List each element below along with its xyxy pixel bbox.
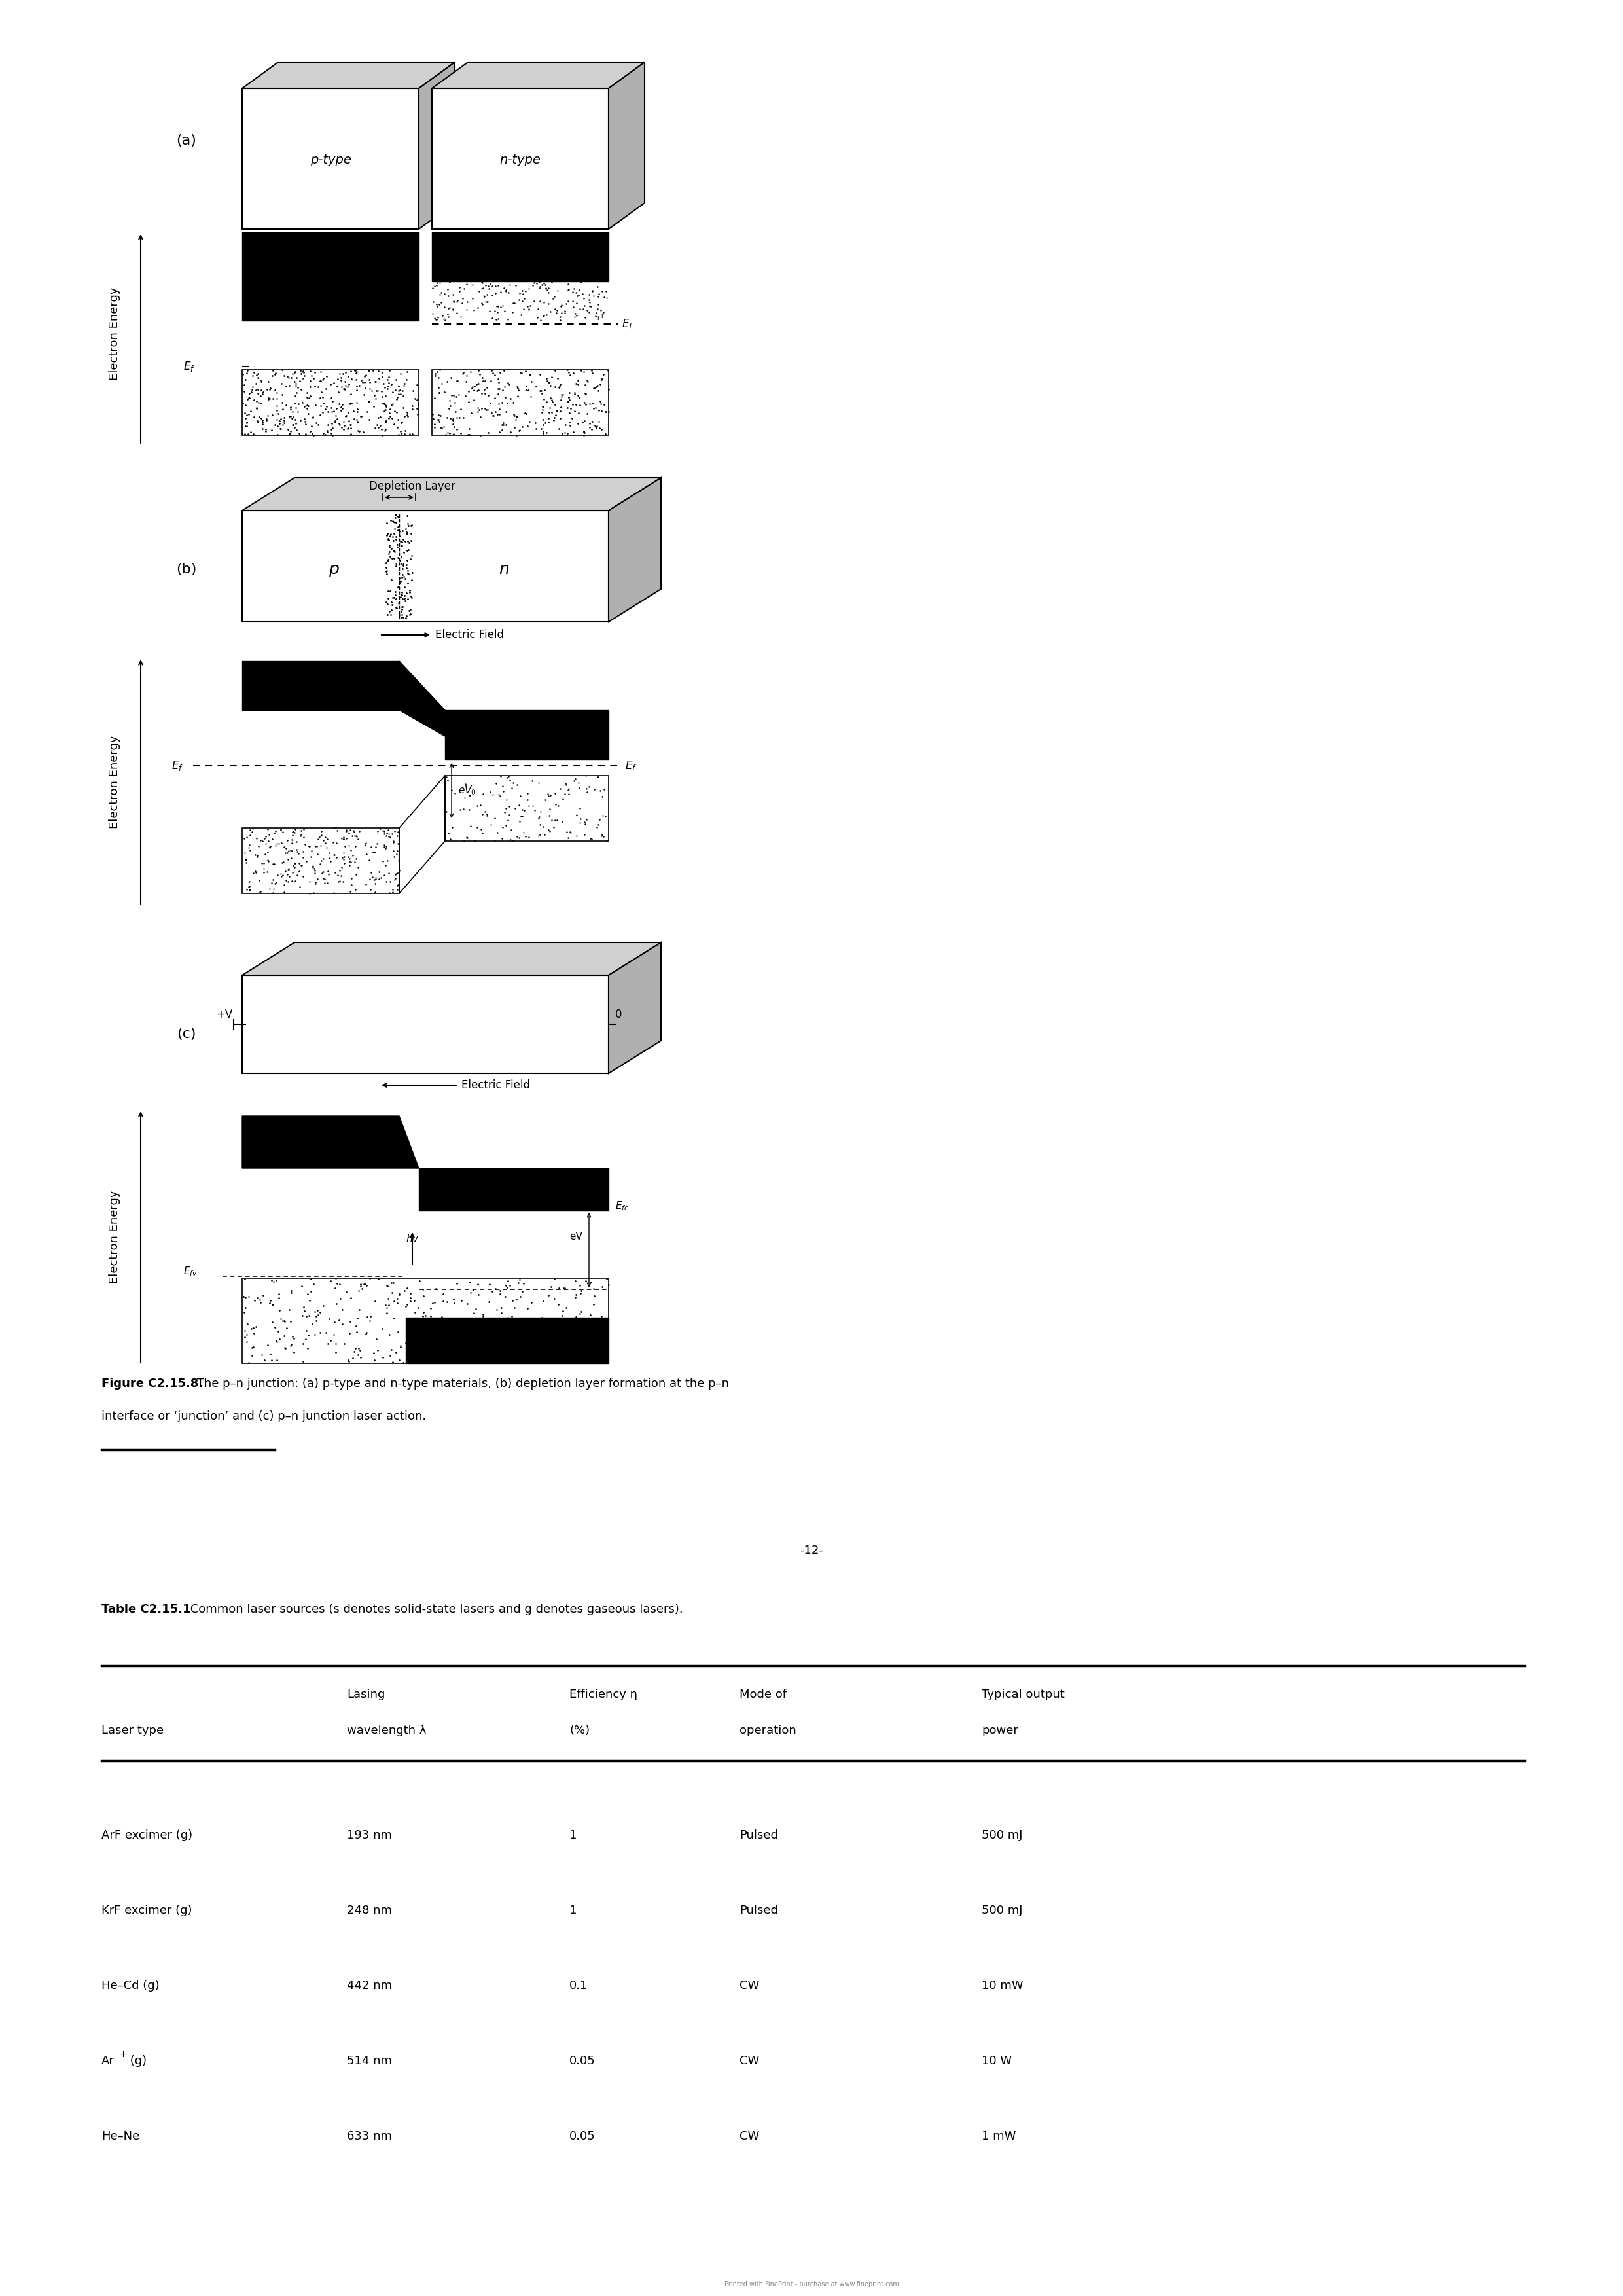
- Text: Printed with FinePrint - purchase at www.fineprint.com: Printed with FinePrint - purchase at www…: [724, 2280, 899, 2287]
- Text: 10 W: 10 W: [982, 2055, 1011, 2066]
- Text: CW: CW: [740, 2055, 760, 2066]
- Text: Figure C2.15.8.: Figure C2.15.8.: [101, 1378, 203, 1389]
- Polygon shape: [609, 478, 661, 622]
- Text: +V: +V: [216, 1008, 232, 1019]
- Text: Electric Field: Electric Field: [461, 1079, 531, 1091]
- Text: Depletion Layer: Depletion Layer: [368, 480, 456, 491]
- Text: 0: 0: [615, 1008, 622, 1019]
- Text: Lasing: Lasing: [347, 1688, 385, 1701]
- Text: eV: eV: [570, 1233, 583, 1242]
- Text: interface or ‘junction’ and (c) p–n junction laser action.: interface or ‘junction’ and (c) p–n junc…: [101, 1410, 427, 1421]
- Text: n: n: [498, 563, 510, 576]
- Text: Efficiency η: Efficiency η: [570, 1688, 638, 1701]
- Text: Electron Energy: Electron Energy: [109, 735, 120, 829]
- Text: $E_f$: $E_f$: [622, 317, 633, 331]
- Text: Ar: Ar: [101, 2055, 115, 2066]
- Text: The p–n junction: (a) p-type and n-type materials, (b) depletion layer formation: The p–n junction: (a) p-type and n-type …: [193, 1378, 729, 1389]
- Polygon shape: [242, 232, 419, 321]
- Text: Pulsed: Pulsed: [740, 1906, 777, 1917]
- Text: Mode of: Mode of: [740, 1688, 787, 1701]
- Text: 193 nm: 193 nm: [347, 1830, 393, 1841]
- Polygon shape: [242, 62, 454, 87]
- Text: Laser type: Laser type: [101, 1724, 164, 1736]
- Polygon shape: [242, 1116, 419, 1169]
- Text: operation: operation: [740, 1724, 797, 1736]
- Text: 10 mW: 10 mW: [982, 1979, 1022, 1991]
- Text: (b): (b): [177, 563, 196, 576]
- Polygon shape: [419, 62, 454, 230]
- Text: Electric Field: Electric Field: [435, 629, 503, 641]
- Text: wavelength λ: wavelength λ: [347, 1724, 427, 1736]
- Text: 1: 1: [570, 1906, 576, 1917]
- Text: 248 nm: 248 nm: [347, 1906, 393, 1917]
- Text: (a): (a): [177, 133, 196, 147]
- Text: p-type: p-type: [310, 154, 351, 168]
- Text: Common laser sources (s denotes solid-state lasers and g denotes gaseous lasers): Common laser sources (s denotes solid-st…: [187, 1603, 683, 1616]
- Text: 500 mJ: 500 mJ: [982, 1906, 1022, 1917]
- Text: $E_{fc}$: $E_{fc}$: [615, 1201, 630, 1212]
- Text: $E_f$: $E_f$: [625, 760, 636, 771]
- Polygon shape: [242, 510, 609, 622]
- Text: (c): (c): [177, 1029, 196, 1040]
- Text: Electron Energy: Electron Energy: [109, 287, 120, 381]
- Text: 500 mJ: 500 mJ: [982, 1830, 1022, 1841]
- Text: CW: CW: [740, 2131, 760, 2142]
- Text: 514 nm: 514 nm: [347, 2055, 393, 2066]
- Text: He–Ne: He–Ne: [101, 2131, 140, 2142]
- Text: Electron Energy: Electron Energy: [109, 1189, 120, 1283]
- Text: +: +: [120, 2050, 127, 2060]
- Text: 442 nm: 442 nm: [347, 1979, 393, 1991]
- Text: Pulsed: Pulsed: [740, 1830, 777, 1841]
- Polygon shape: [242, 661, 399, 709]
- Text: Typical output: Typical output: [982, 1688, 1065, 1701]
- Polygon shape: [242, 976, 609, 1075]
- Polygon shape: [242, 478, 661, 510]
- Text: $eV_0$: $eV_0$: [458, 785, 477, 797]
- Polygon shape: [242, 941, 661, 976]
- Text: 0.05: 0.05: [570, 2055, 596, 2066]
- Polygon shape: [399, 661, 445, 737]
- Text: -12-: -12-: [800, 1545, 823, 1557]
- Text: 633 nm: 633 nm: [347, 2131, 393, 2142]
- Text: 1 mW: 1 mW: [982, 2131, 1016, 2142]
- Text: KrF excimer (g): KrF excimer (g): [101, 1906, 192, 1917]
- Text: CW: CW: [740, 1979, 760, 1991]
- Text: $E_{fv}$: $E_{fv}$: [183, 1265, 198, 1279]
- Text: n-type: n-type: [500, 154, 540, 168]
- Text: hv: hv: [406, 1233, 419, 1244]
- Text: ArF excimer (g): ArF excimer (g): [101, 1830, 193, 1841]
- Text: $E_f$: $E_f$: [183, 360, 195, 372]
- Text: (g): (g): [127, 2055, 146, 2066]
- Polygon shape: [432, 87, 609, 230]
- Polygon shape: [609, 941, 661, 1075]
- Polygon shape: [432, 232, 609, 282]
- Text: 1: 1: [570, 1830, 576, 1841]
- Polygon shape: [432, 62, 644, 87]
- Polygon shape: [406, 1318, 609, 1364]
- Polygon shape: [242, 87, 419, 230]
- Text: Table C2.15.1: Table C2.15.1: [101, 1603, 192, 1616]
- Text: 0.05: 0.05: [570, 2131, 596, 2142]
- Text: He–Cd (g): He–Cd (g): [101, 1979, 159, 1991]
- Text: p: p: [328, 563, 339, 576]
- Polygon shape: [445, 709, 609, 760]
- Text: (%): (%): [570, 1724, 589, 1736]
- Text: 0.1: 0.1: [570, 1979, 588, 1991]
- Polygon shape: [609, 62, 644, 230]
- Text: power: power: [982, 1724, 1018, 1736]
- Text: $E_f$: $E_f$: [172, 760, 183, 771]
- Polygon shape: [419, 1169, 609, 1210]
